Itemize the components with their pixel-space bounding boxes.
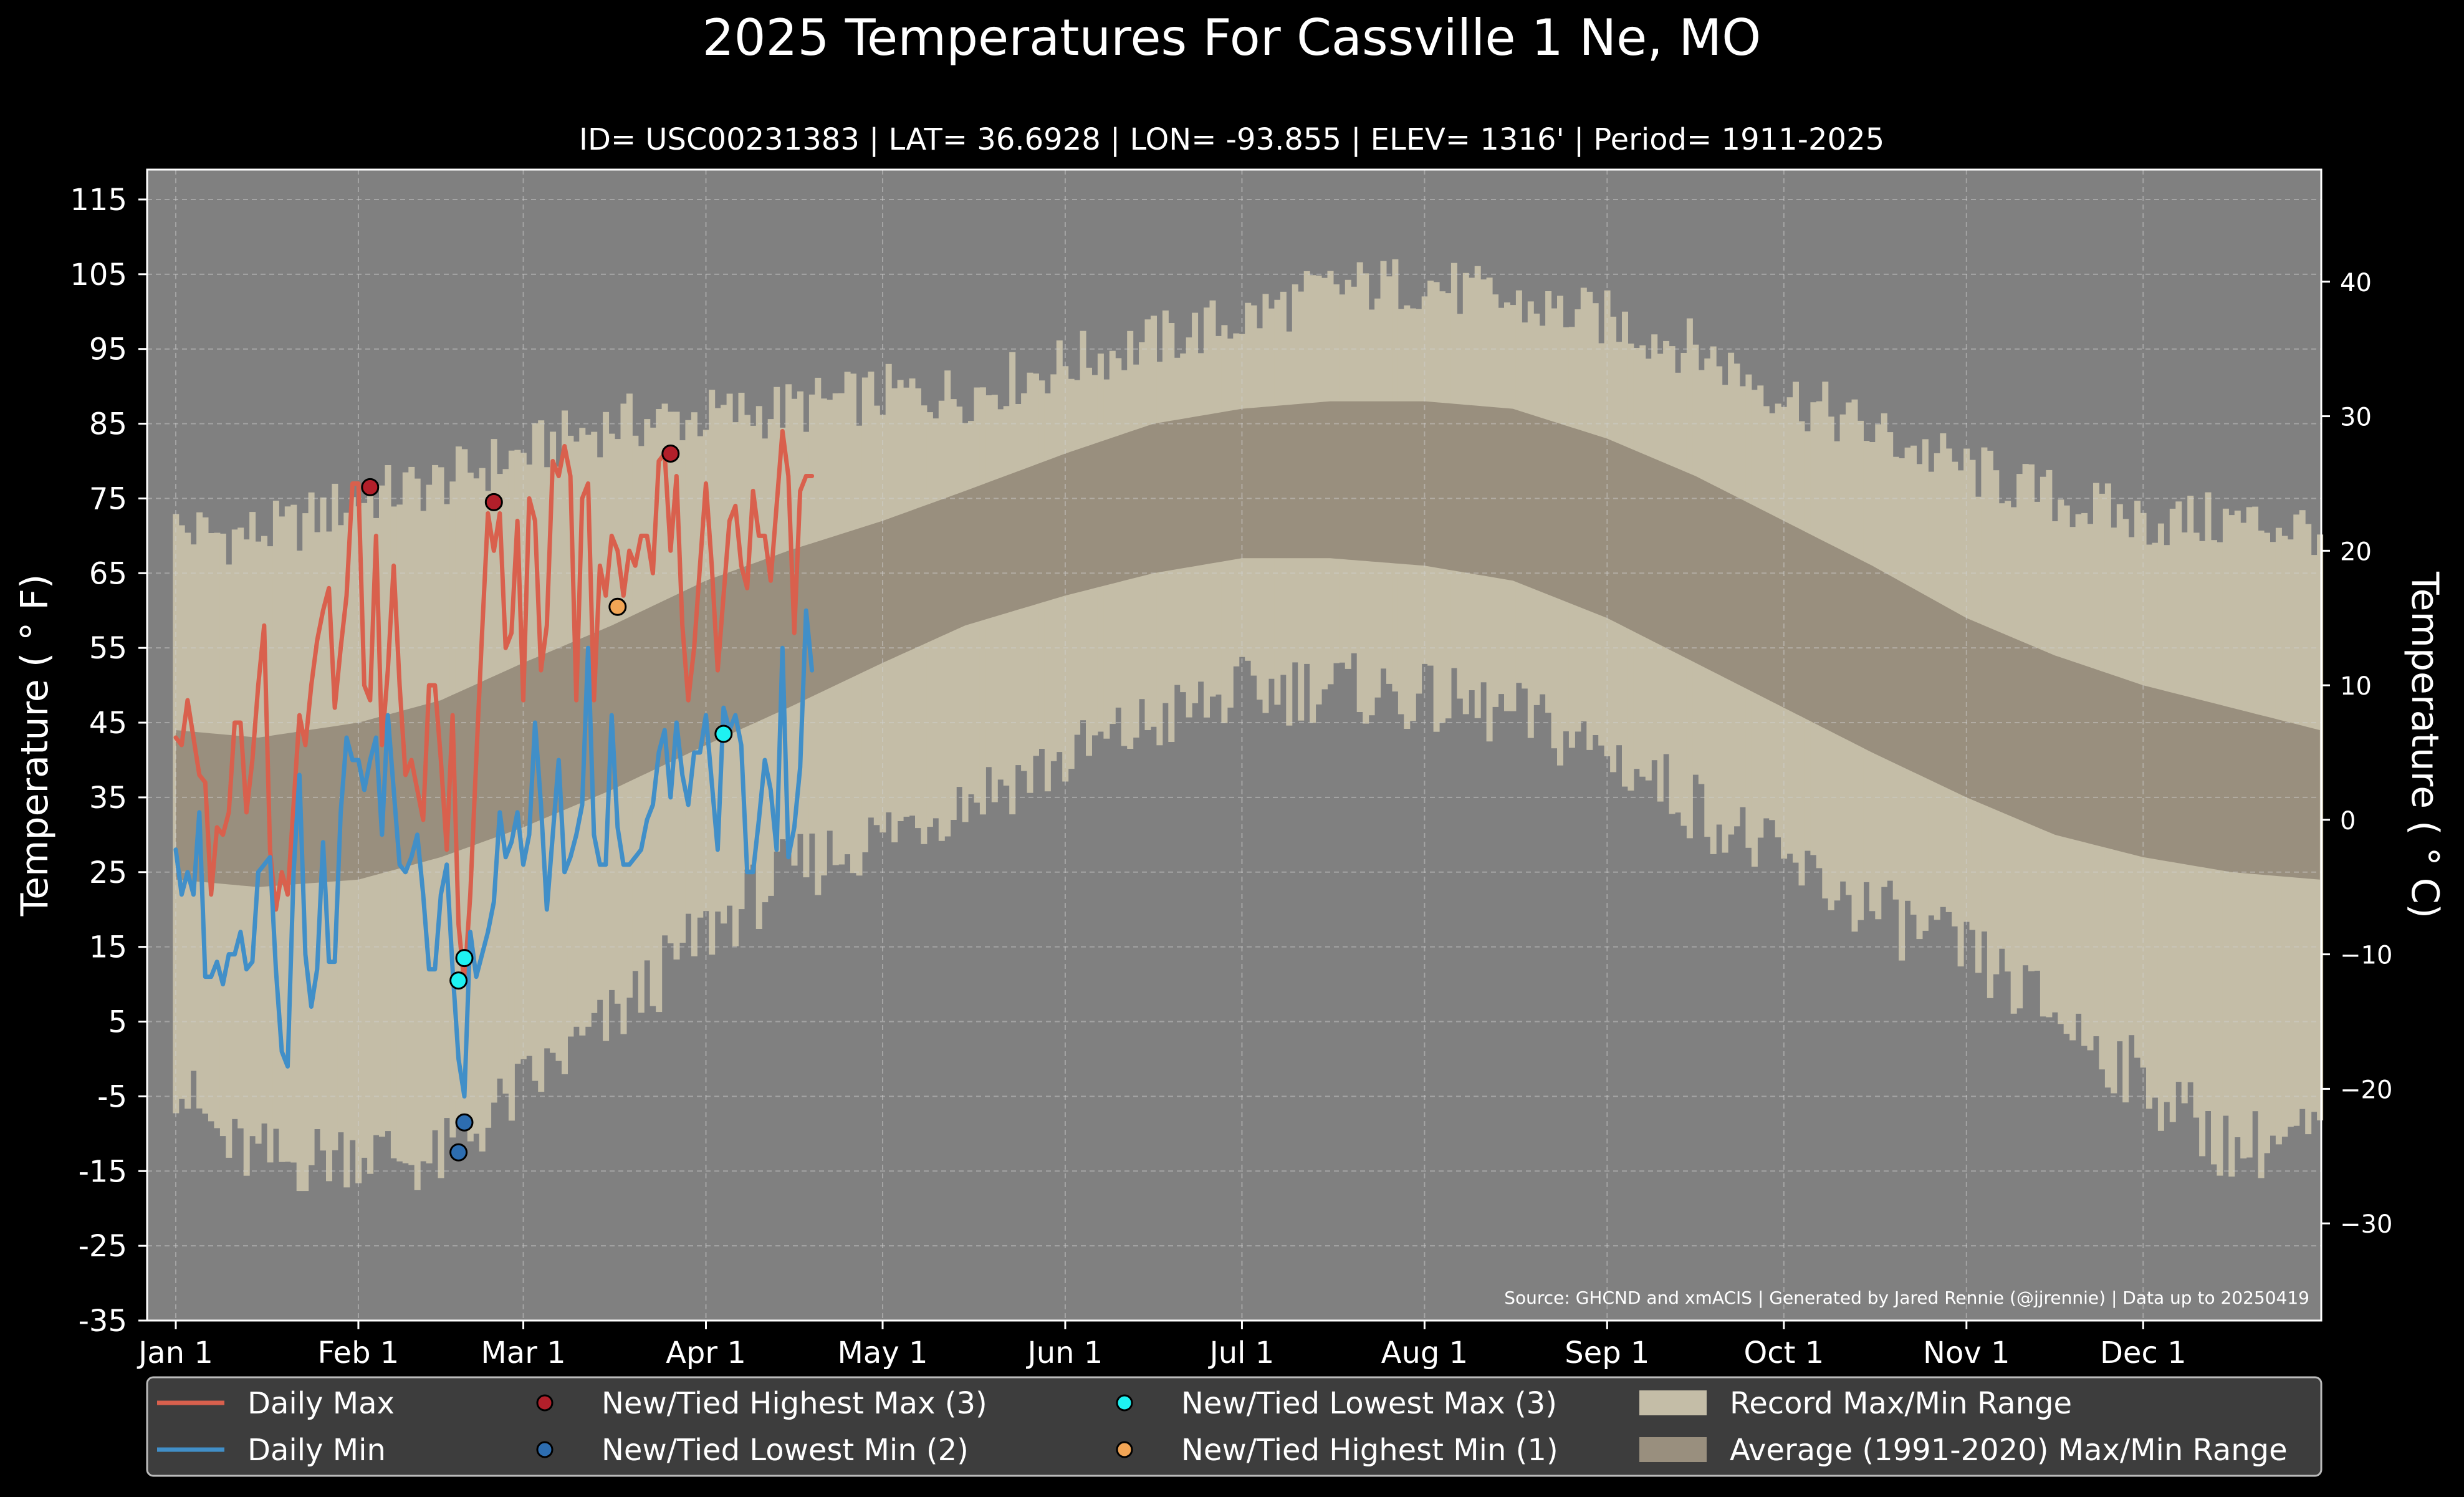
x-tick-label: Dec 1 <box>2100 1336 2187 1370</box>
x-tick-label: Nov 1 <box>1923 1336 2010 1370</box>
record-marker <box>449 971 468 990</box>
y2-axis-label: Temperature ( ° C) <box>2403 571 2447 918</box>
record-marker <box>484 493 503 511</box>
x-tick-label: Jun 1 <box>1026 1336 1103 1370</box>
y-tick-label: -15 <box>79 1154 127 1189</box>
y2-tick-label: 30 <box>2340 403 2372 432</box>
x-tick-label: Mar 1 <box>481 1336 565 1370</box>
legend-label: Daily Min <box>247 1433 386 1468</box>
legend-label: Average (1991-2020) Max/Min Range <box>1730 1433 2288 1468</box>
legend-dot-swatch <box>536 1441 554 1458</box>
x-tick-label: Apr 1 <box>666 1336 746 1370</box>
record-marker <box>449 1143 468 1162</box>
y2-tick-label: −30 <box>2340 1210 2392 1239</box>
y-tick-label: 115 <box>70 183 127 218</box>
y-tick-label: 25 <box>89 855 127 890</box>
y-tick-label: -35 <box>79 1304 127 1339</box>
record-markers <box>361 445 733 1162</box>
y-tick-label: 85 <box>89 407 127 442</box>
legend-patch-swatch <box>1639 1390 1707 1415</box>
record-marker <box>608 597 627 616</box>
y2-tick-label: 0 <box>2340 807 2356 835</box>
x-tick-label: Jul 1 <box>1208 1336 1275 1370</box>
y-tick-label: 35 <box>89 781 127 816</box>
x-axis: Jan 1 Feb 1 Mar 1 Apr 1 May 1 Jun 1 Jul 1 Aug 1… <box>137 1321 2187 1370</box>
y-axis-left: 115 105 95 85 75 65 55 45 35 25 15 5 -5 -15 -25 -35 <box>70 183 147 1339</box>
legend-label: New/Tied Highest Min (1) <box>1181 1433 1558 1468</box>
chart-subtitle: ID= USC00231383 | LAT= 36.6928 | LON= -9… <box>579 122 1884 157</box>
x-tick-label: Oct 1 <box>1743 1336 1824 1370</box>
y2-tick-label: −20 <box>2340 1076 2392 1104</box>
y2-tick-label: 40 <box>2340 269 2372 297</box>
legend-patch-swatch <box>1639 1437 1707 1462</box>
y-tick-label: 95 <box>89 332 127 367</box>
y-tick-label: 55 <box>89 631 127 666</box>
plot-area: Source: GHCND and xmACIS | Generated by … <box>146 168 2324 1322</box>
record-marker <box>361 478 380 496</box>
legend-box <box>146 1376 2323 1477</box>
record-marker <box>661 445 680 463</box>
y-tick-label: 15 <box>89 930 127 965</box>
chart-title: 2025 Temperatures For Cassville 1 Ne, MO <box>702 9 1761 67</box>
legend-dot-swatch <box>536 1394 554 1412</box>
record-marker <box>714 724 733 743</box>
legend-items: Daily Max Daily Min New/Tied Highest Max (… <box>157 1386 2288 1468</box>
plot-frame <box>146 168 2323 1322</box>
y-tick-label: 45 <box>89 706 127 741</box>
y-tick-label: 65 <box>89 556 127 591</box>
x-tick-label: May 1 <box>837 1336 928 1370</box>
x-tick-label: Aug 1 <box>1381 1336 1469 1370</box>
record-range-bar <box>2317 534 2324 1120</box>
legend-label: New/Tied Lowest Max (3) <box>1181 1386 1557 1421</box>
daily-min-line <box>173 608 815 1099</box>
legend: Daily Max Daily Min New/Tied Highest Max (… <box>146 1376 2323 1477</box>
y-tick-label: 5 <box>108 1005 127 1040</box>
y-axis-right: 40 30 20 10 0 −10 −20 −30 <box>2321 269 2392 1239</box>
y-tick-label: 75 <box>89 481 127 516</box>
legend-label: Daily Max <box>247 1386 395 1421</box>
daily-max-line <box>173 429 815 987</box>
legend-dot-swatch <box>1116 1441 1133 1458</box>
y2-tick-label: −10 <box>2340 941 2392 970</box>
y-tick-label: -25 <box>79 1229 127 1264</box>
x-tick-label: Sep 1 <box>1565 1336 1649 1370</box>
legend-label: New/Tied Highest Max (3) <box>602 1386 987 1421</box>
x-tick-label: Jan 1 <box>137 1336 213 1370</box>
x-tick-label: Feb 1 <box>318 1336 400 1370</box>
y-tick-label: -5 <box>97 1079 127 1114</box>
record-marker <box>455 1113 474 1132</box>
legend-label: Record Max/Min Range <box>1730 1386 2072 1421</box>
y2-tick-label: 10 <box>2340 672 2372 701</box>
y2-tick-label: 20 <box>2340 537 2372 566</box>
record-marker <box>455 949 474 968</box>
average-range-band <box>176 401 2320 887</box>
legend-dot-swatch <box>1116 1394 1133 1412</box>
legend-label: New/Tied Lowest Min (2) <box>602 1433 969 1468</box>
y-axis-label: Temperature ( ° F) <box>13 574 57 917</box>
source-note: Source: GHCND and xmACIS | Generated by … <box>1504 1288 2309 1308</box>
y-tick-label: 105 <box>70 258 127 292</box>
